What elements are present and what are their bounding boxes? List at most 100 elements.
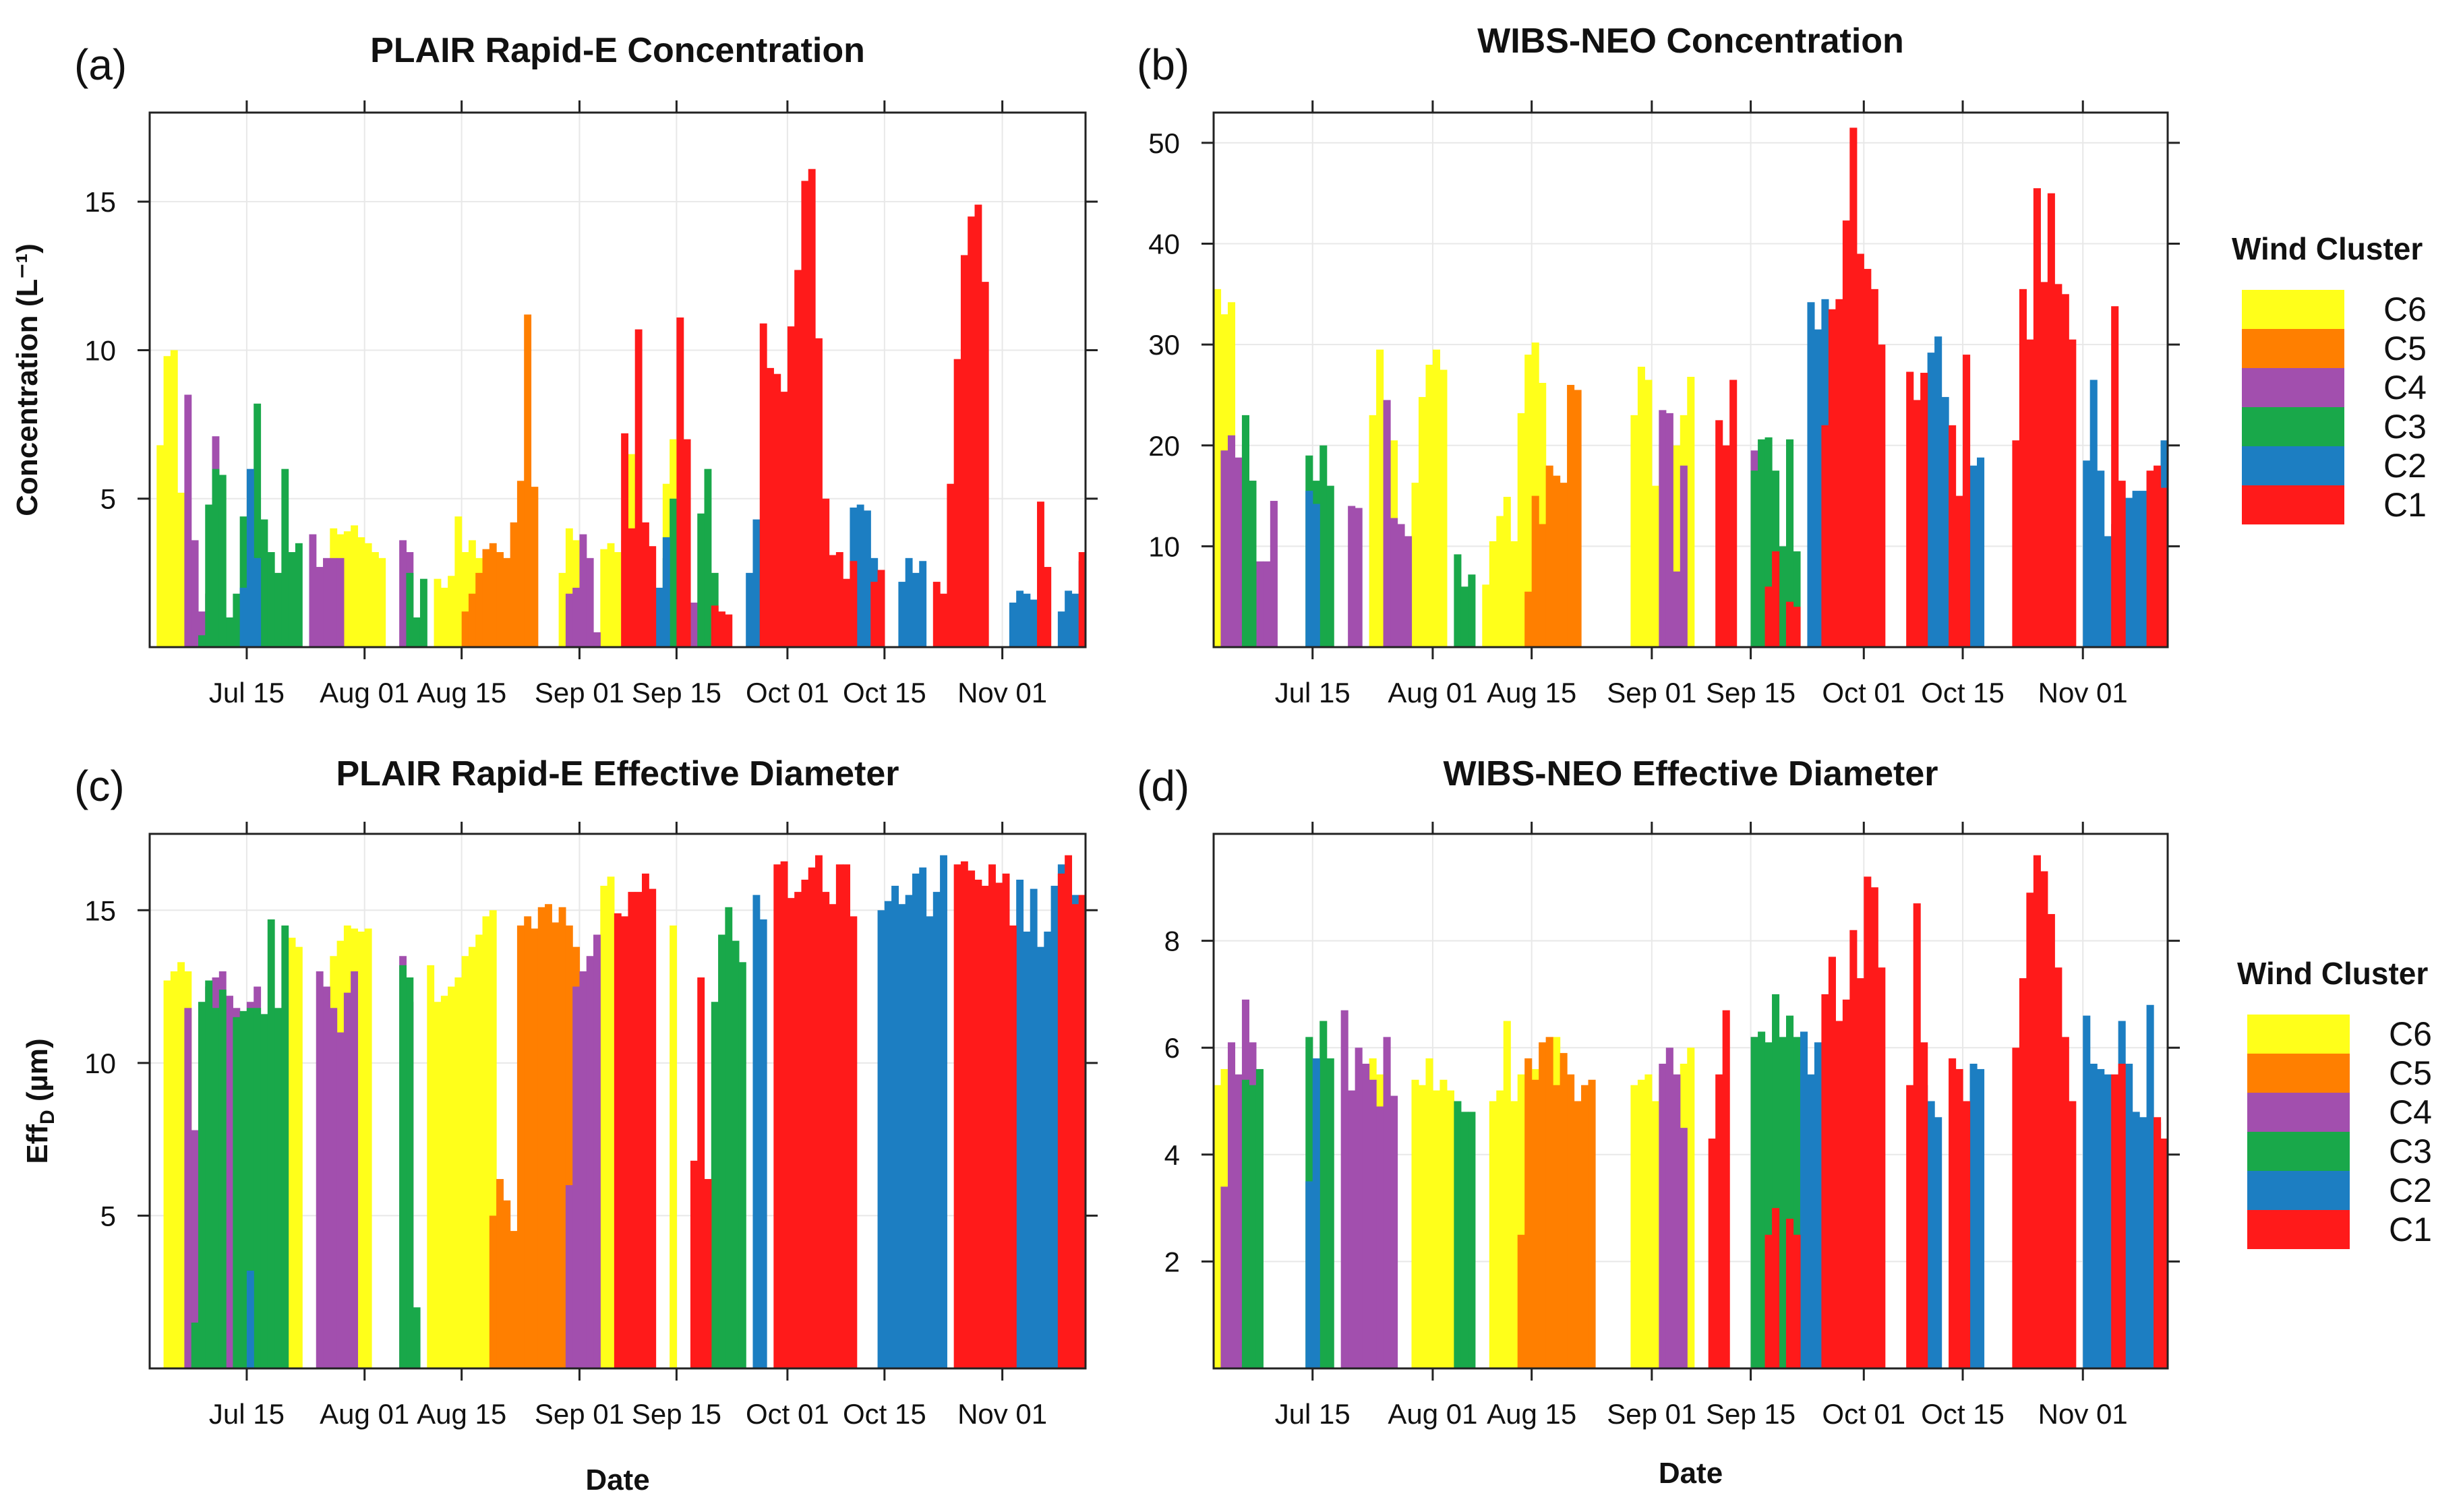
bar-b-C5 bbox=[1567, 384, 1575, 647]
bar-a-C2 bbox=[655, 587, 663, 647]
bar-b-C3 bbox=[1460, 586, 1468, 647]
bar-a-C2 bbox=[1071, 593, 1079, 647]
bar-d-C1 bbox=[1842, 999, 1850, 1368]
bar-d-C3 bbox=[1241, 1079, 1250, 1368]
bar-d-C6 bbox=[1644, 1074, 1653, 1368]
bar-c-C4 bbox=[330, 1008, 338, 1368]
bar-d-C6 bbox=[1432, 1090, 1441, 1368]
bar-d-C3 bbox=[1786, 1015, 1794, 1368]
bar-b-C4 bbox=[1270, 501, 1278, 647]
bar-b-C6 bbox=[1376, 349, 1384, 647]
bar-b-C1 bbox=[1949, 425, 1957, 647]
bar-c-C4 bbox=[565, 1185, 573, 1368]
bar-c-C4 bbox=[191, 1130, 199, 1368]
bar-c-C1 bbox=[697, 977, 705, 1368]
bar-c-C6 bbox=[489, 910, 497, 1368]
bar-c-C2 bbox=[898, 904, 906, 1368]
bar-c-C3 bbox=[732, 940, 740, 1368]
bar-c-C3 bbox=[233, 1017, 241, 1368]
bar-d-C6 bbox=[1411, 1079, 1419, 1368]
bar-d-C2 bbox=[2139, 1117, 2147, 1368]
bar-a-C6 bbox=[558, 572, 566, 647]
bar-c-C1 bbox=[634, 892, 643, 1368]
bar-d-C5 bbox=[1560, 1053, 1568, 1368]
y-tick-label: 40 bbox=[1148, 229, 1180, 260]
bar-d-C5 bbox=[1581, 1085, 1589, 1368]
bar-a-C3 bbox=[274, 572, 282, 647]
x-tick-label: Aug 15 bbox=[1487, 677, 1576, 708]
x-tick-label: Sep 01 bbox=[535, 1398, 624, 1430]
bar-c-C2 bbox=[912, 873, 920, 1368]
x-tick-label: Oct 01 bbox=[746, 677, 829, 708]
bar-b-C6 bbox=[1531, 342, 1539, 647]
x-tick-label: Aug 15 bbox=[417, 677, 506, 708]
bar-a-C5 bbox=[475, 572, 483, 647]
plot-frame bbox=[1212, 111, 2169, 648]
bar-d-C2 bbox=[1305, 1181, 1313, 1368]
bar-c-C1 bbox=[829, 904, 837, 1368]
bar-b-C2 bbox=[1977, 457, 1985, 647]
bar-c-C3 bbox=[281, 925, 289, 1368]
bar-a-C1 bbox=[759, 323, 767, 647]
x-tick-label: Oct 15 bbox=[1921, 1398, 2005, 1430]
bar-b-C2 bbox=[2104, 536, 2112, 647]
bar-a-C1 bbox=[968, 216, 976, 647]
bar-a-C6 bbox=[448, 576, 455, 647]
bar-a-C5 bbox=[489, 543, 497, 647]
bar-a-C4 bbox=[399, 540, 407, 647]
bar-c-C1 bbox=[1071, 904, 1079, 1368]
bar-d-C4 bbox=[1390, 1095, 1398, 1368]
bar-d-C5 bbox=[1574, 1101, 1582, 1368]
bar-b-C1 bbox=[1920, 373, 1928, 647]
bar-c-C4 bbox=[316, 971, 324, 1368]
bar-b-C6 bbox=[1503, 497, 1511, 647]
bar-a-C2 bbox=[1023, 593, 1031, 647]
bar-c-C6 bbox=[670, 925, 677, 1368]
bar-c-C1 bbox=[988, 864, 996, 1368]
bar-b-C2 bbox=[1934, 336, 1942, 647]
bar-d-C4 bbox=[1340, 1010, 1348, 1368]
bar-d-C1 bbox=[2012, 1048, 2020, 1368]
bar-d-C2 bbox=[2125, 1063, 2133, 1368]
bar-c-C2 bbox=[246, 1270, 254, 1368]
bar-d-C6 bbox=[1214, 1085, 1222, 1368]
bar-a-C2 bbox=[856, 504, 864, 647]
bar-a-C1 bbox=[1086, 603, 1093, 647]
legend-swatch-C5 bbox=[2242, 329, 2344, 368]
bar-d-C3 bbox=[1758, 1031, 1766, 1368]
bar-c-C4 bbox=[343, 992, 351, 1368]
bar-b-C2 bbox=[1807, 302, 1815, 647]
y-tick-label: 5 bbox=[100, 1200, 116, 1232]
bar-d-C1 bbox=[2054, 967, 2063, 1368]
bar-b-C6 bbox=[1214, 289, 1222, 647]
bar-c-C6 bbox=[170, 971, 178, 1368]
legend-label-C3: C3 bbox=[2389, 1132, 2432, 1170]
bar-c-C1 bbox=[815, 855, 823, 1368]
bar-b-C6 bbox=[1637, 367, 1645, 647]
x-tick-label: Jul 15 bbox=[1275, 677, 1351, 708]
bar-d-C4 bbox=[1665, 1048, 1673, 1368]
bar-b-C5 bbox=[1531, 495, 1539, 647]
bar-b-C1 bbox=[2154, 465, 2162, 647]
bar-b-C1 bbox=[1963, 355, 1971, 647]
x-tick-label: Oct 15 bbox=[843, 1398, 926, 1430]
bar-b-C2 bbox=[2132, 491, 2140, 647]
bar-a-C6 bbox=[364, 543, 372, 647]
bar-c-C2 bbox=[1023, 932, 1031, 1368]
bar-b-C3 bbox=[1764, 437, 1773, 647]
bar-b-C4 bbox=[1263, 561, 1271, 647]
bar-c-C6 bbox=[607, 876, 615, 1368]
bar-a-C4 bbox=[572, 587, 581, 647]
bar-b-C4 bbox=[1404, 536, 1413, 647]
bar-a-C6 bbox=[607, 543, 615, 647]
bar-a-C1 bbox=[850, 561, 858, 647]
bar-a-C5 bbox=[468, 593, 476, 647]
bar-c-C1 bbox=[960, 861, 968, 1368]
bar-d-C1 bbox=[1870, 887, 1878, 1368]
bar-c-C6 bbox=[440, 996, 448, 1368]
bar-b-C1 bbox=[2047, 193, 2055, 647]
bar-d-C1 bbox=[1821, 994, 1829, 1368]
legend-label-C5: C5 bbox=[2389, 1054, 2432, 1092]
